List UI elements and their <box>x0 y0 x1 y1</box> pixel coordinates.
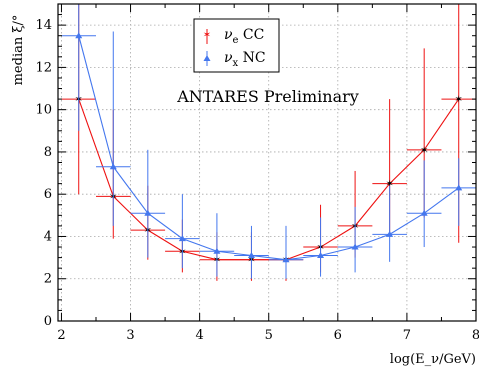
legend-box <box>193 18 280 73</box>
legend-entry-nue-cc: ✶ νe CC <box>203 27 265 46</box>
x-tick-label: 6 <box>334 328 342 343</box>
x-tick-label: 8 <box>472 328 479 343</box>
legend-entry-nux-nc: νx NC <box>203 50 266 69</box>
x-tick-label: 3 <box>126 328 134 343</box>
legend-suffix: CC <box>238 27 264 43</box>
x-tick-label: 4 <box>195 328 203 343</box>
x-axis-label: log(E_ν/GeV) <box>390 352 476 367</box>
data-point-triangle <box>109 163 117 170</box>
y-tick-label: 2 <box>44 272 52 287</box>
data-point-triangle <box>317 251 325 258</box>
legend-nu-symbol: ν <box>224 50 233 66</box>
y-axis-label: median ξ/° <box>11 15 26 86</box>
data-point-triangle <box>178 235 186 242</box>
y-tick-label: 6 <box>44 187 52 202</box>
x-tick-label: 2 <box>57 328 65 343</box>
preliminary-annotation: ANTARES Preliminary <box>176 87 359 106</box>
data-point-triangle <box>282 256 290 263</box>
legend-label-nux-nc: νx NC <box>224 50 266 69</box>
series-layer: ✶✶✶✶✶✶✶✶✶✶✶✶ <box>61 4 476 281</box>
data-point-triangle <box>213 247 221 254</box>
legend-nu-subscript: e <box>233 35 239 46</box>
series-line <box>78 35 460 261</box>
data-point-triangle <box>75 32 83 39</box>
legend-nu-subscript: x <box>233 58 239 69</box>
series-line <box>78 98 460 261</box>
legend-marker-triangle <box>203 55 211 61</box>
data-point-triangle <box>144 209 152 216</box>
x-tick-label: 5 <box>265 328 273 343</box>
y-tick-label: 12 <box>35 60 52 75</box>
x-tick-label: 7 <box>403 328 411 343</box>
legend-nu-symbol: ν <box>224 27 233 43</box>
legend: ✶ νe CC νx NC <box>193 18 280 73</box>
data-point-triangle <box>420 209 428 216</box>
data-point-triangle <box>351 243 359 250</box>
data-point-star: ✶ <box>385 179 393 190</box>
legend-suffix: NC <box>238 50 265 66</box>
data-point-star: ✶ <box>420 145 428 156</box>
y-tick-label: 0 <box>44 314 52 329</box>
y-tick-label: 14 <box>35 18 52 33</box>
data-point-triangle <box>247 251 255 258</box>
data-point-triangle <box>455 184 463 191</box>
series-1 <box>61 4 476 279</box>
data-point-triangle <box>386 230 394 237</box>
y-tick-label: 10 <box>35 103 52 118</box>
y-tick-label: 4 <box>44 229 52 244</box>
data-point-star: ✶ <box>455 95 463 106</box>
y-tick-label: 8 <box>44 145 52 160</box>
legend-label-nue-cc: νe CC <box>224 27 264 46</box>
